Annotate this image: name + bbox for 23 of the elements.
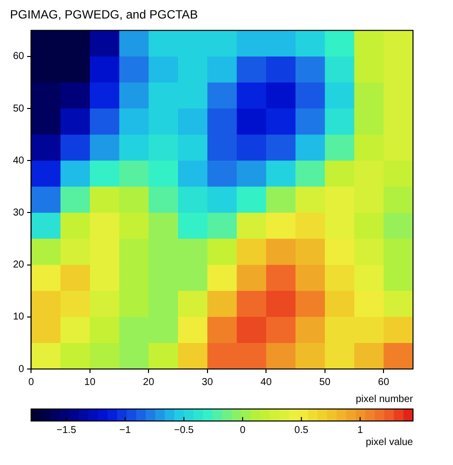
x-tick-label: 60 — [378, 376, 390, 388]
color-bar-label: 1 — [357, 424, 364, 436]
y-tick-label: 20 — [13, 260, 25, 271]
x-tick-label: 30 — [202, 376, 214, 388]
y-tick-label: 60 — [13, 51, 25, 62]
y-tick-label: 30 — [13, 207, 25, 218]
color-bar-label: 0 — [240, 424, 246, 436]
color-bar-title: pixel value — [366, 436, 414, 448]
x-tick-label: 0 — [28, 376, 34, 388]
y-tick-label: 40 — [13, 155, 25, 166]
y-tick-label: 50 — [13, 103, 25, 114]
x-tick-label: 50 — [319, 376, 331, 388]
x-tick-label: 40 — [260, 376, 272, 388]
color-bar-label: −1 — [119, 424, 132, 436]
color-bar-label: 0.5 — [294, 424, 309, 436]
color-bar-label: −0.5 — [174, 424, 194, 436]
x-tick-label: 20 — [143, 376, 155, 388]
x-tick-label: 10 — [84, 376, 96, 388]
color-bar-label: −1.5 — [56, 424, 77, 436]
chart-title: PGIMAG, PGWEDG, and PGCTAB — [10, 8, 198, 22]
y-tick-label: 0 — [18, 364, 25, 375]
x-axis-title: pixel number — [356, 394, 414, 405]
y-tick-label: 10 — [13, 312, 25, 323]
